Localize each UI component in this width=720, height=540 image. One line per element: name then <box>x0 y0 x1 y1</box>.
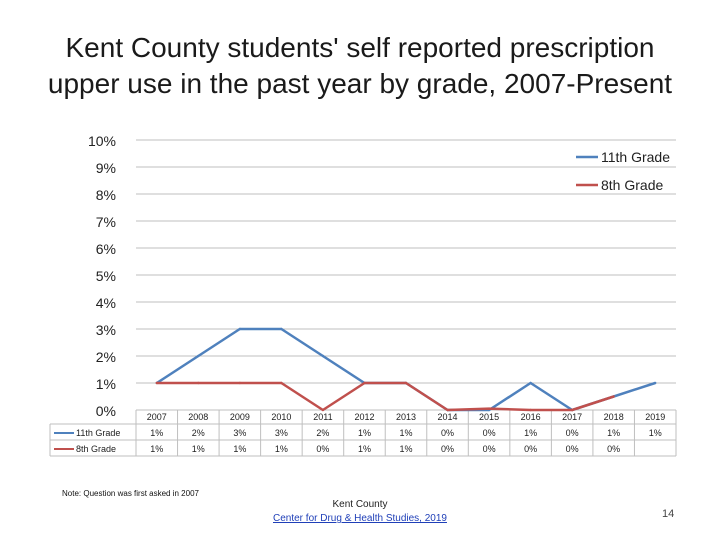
x-tick-label: 2010 <box>271 412 291 422</box>
data-label: 0% <box>607 444 620 454</box>
data-label: 0% <box>566 428 579 438</box>
data-point <box>529 408 532 412</box>
x-tick-label: 2019 <box>645 412 665 422</box>
y-tick-label: 8% <box>96 187 116 203</box>
data-label: 0% <box>483 428 496 438</box>
y-tick-label: 3% <box>96 322 116 338</box>
data-point <box>197 381 200 385</box>
data-point <box>321 354 325 358</box>
data-label: 2% <box>192 428 205 438</box>
data-point <box>280 381 283 385</box>
data-point <box>654 381 657 385</box>
data-label: 3% <box>275 428 288 438</box>
data-label: 1% <box>275 444 288 454</box>
data-label: 1% <box>649 428 662 438</box>
x-tick-label: 2012 <box>354 412 374 422</box>
data-label: 0% <box>524 444 537 454</box>
data-point <box>446 408 449 412</box>
data-label: 1% <box>150 444 163 454</box>
data-point <box>238 381 242 385</box>
data-label: 0% <box>566 444 579 454</box>
table-row-label: 11th Grade <box>76 428 120 438</box>
y-tick-label: 5% <box>96 268 116 284</box>
data-point <box>529 381 532 385</box>
y-tick-label: 4% <box>96 295 116 311</box>
title-line-1: Kent County students' self reported pres… <box>65 32 655 63</box>
data-point <box>363 381 366 385</box>
x-tick-label: 2018 <box>604 412 624 422</box>
x-tick-label: 2008 <box>188 412 208 422</box>
data-point <box>238 327 242 331</box>
data-label: 0% <box>441 428 454 438</box>
data-point <box>321 408 325 412</box>
y-tick-label: 7% <box>96 214 116 230</box>
data-label: 1% <box>607 428 620 438</box>
data-label: 0% <box>483 444 496 454</box>
page-number: 14 <box>662 508 675 520</box>
legend-label: 8th Grade <box>601 177 663 193</box>
data-label: 1% <box>358 444 371 454</box>
y-tick-label: 10% <box>88 133 116 149</box>
x-tick-label: 2011 <box>313 412 332 422</box>
footer-county: Kent County <box>332 499 388 510</box>
y-tick-label: 6% <box>96 241 116 257</box>
x-tick-label: 2017 <box>562 412 582 422</box>
title-line-2: upper use in the past year by grade, 200… <box>47 68 673 99</box>
data-label: 1% <box>150 428 163 438</box>
data-point <box>487 407 491 410</box>
y-tick-label: 2% <box>96 349 116 365</box>
data-point <box>612 395 615 398</box>
legend-label: 11th Grade <box>601 149 670 165</box>
y-tick-label: 9% <box>96 160 116 176</box>
series-line-grade-11 <box>156 327 656 412</box>
data-label: 2% <box>316 428 329 438</box>
data-label: 0% <box>316 444 329 454</box>
data-point <box>570 408 574 412</box>
data-label: 1% <box>399 428 412 438</box>
x-tick-label: 2013 <box>396 412 416 422</box>
x-tick-label: 2016 <box>521 412 541 422</box>
data-label: 1% <box>399 444 412 454</box>
source-link[interactable]: Center for Drug & Health Studies, 2019 <box>273 513 447 524</box>
data-label: 1% <box>192 444 205 454</box>
data-label: 0% <box>441 444 454 454</box>
table-row-label: 8th Grade <box>76 444 116 454</box>
footer-source: Kent County Center for Drug & Health Stu… <box>255 498 465 526</box>
x-tick-label: 2015 <box>479 412 499 422</box>
data-point <box>280 327 283 331</box>
y-tick-label: 1% <box>96 376 116 392</box>
x-tick-label: 2009 <box>230 412 250 422</box>
data-label: 1% <box>358 428 371 438</box>
y-tick-label: 0% <box>96 403 116 419</box>
data-point <box>404 381 408 385</box>
data-point <box>155 381 158 385</box>
data-label: 1% <box>233 444 246 454</box>
x-tick-label: 2007 <box>147 412 167 422</box>
chart-title: Kent County students' self reported pres… <box>20 30 700 102</box>
data-point <box>197 354 200 358</box>
footnote: Note: Question was first asked in 2007 <box>62 489 199 498</box>
data-label: 1% <box>524 428 537 438</box>
x-tick-label: 2014 <box>438 412 458 422</box>
series-line-grade-8 <box>156 381 615 412</box>
data-label: 3% <box>233 428 246 438</box>
